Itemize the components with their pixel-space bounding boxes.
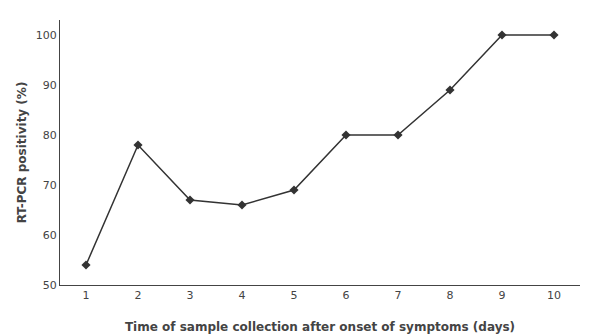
svg-text:2: 2 [135,289,142,302]
svg-text:50: 50 [43,279,57,292]
svg-text:100: 100 [36,29,57,42]
svg-text:70: 70 [43,179,57,192]
svg-text:6: 6 [343,289,350,302]
svg-text:90: 90 [43,79,57,92]
svg-text:Time of sample collection afte: Time of sample collection after onset of… [125,320,515,334]
svg-text:10: 10 [547,289,561,302]
svg-text:3: 3 [187,289,194,302]
svg-text:RT-PCR positivity (%): RT-PCR positivity (%) [15,82,29,224]
svg-text:1: 1 [83,289,90,302]
svg-text:4: 4 [239,289,246,302]
svg-text:5: 5 [291,289,298,302]
svg-text:8: 8 [447,289,454,302]
svg-text:60: 60 [43,229,57,242]
svg-text:7: 7 [395,289,402,302]
svg-text:9: 9 [499,289,506,302]
svg-text:80: 80 [43,129,57,142]
